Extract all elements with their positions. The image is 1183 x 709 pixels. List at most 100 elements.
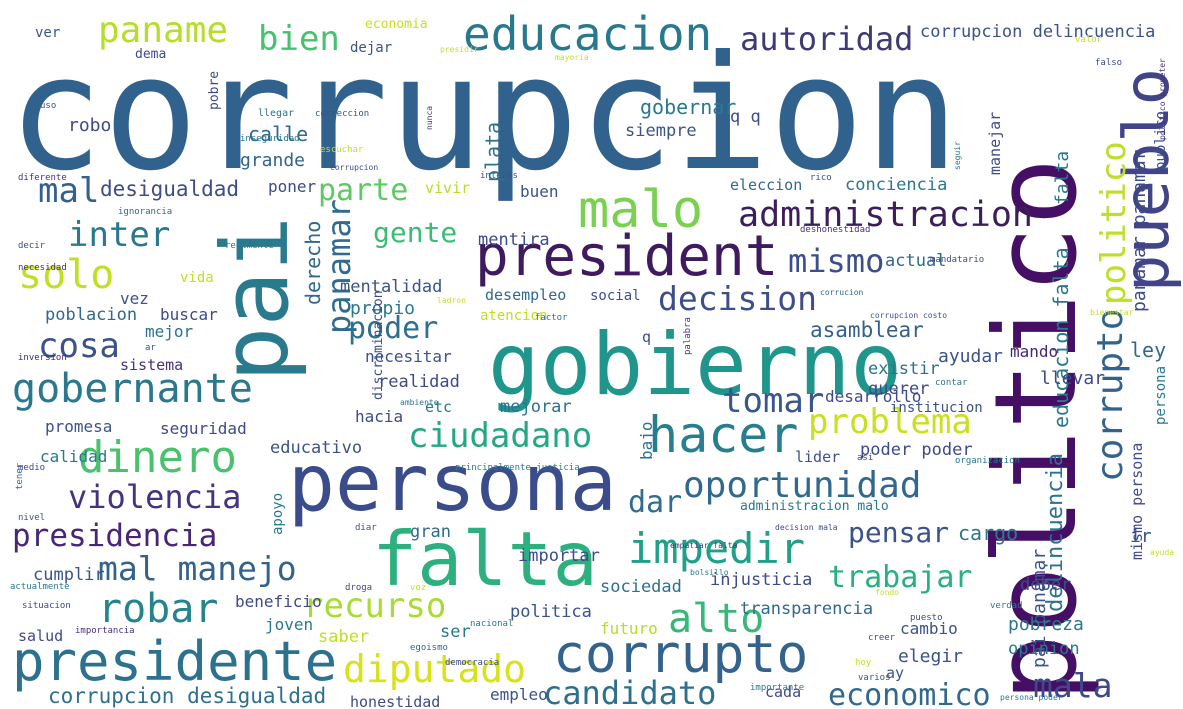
word: seguir [953,141,962,170]
word: violencia [68,478,241,516]
word: vez [120,289,149,308]
word: inseguridad [240,134,300,144]
word: corrupto [553,624,808,685]
word: empleo [490,685,548,704]
word: organizacion [955,456,1020,466]
word: opinion [1008,639,1080,659]
word: presidencia [12,518,217,554]
word: saber [318,627,369,647]
word: necesitar [365,347,452,366]
word: persona [1153,366,1169,425]
word: candidato [543,674,716,709]
word: decir [18,241,46,251]
word: poder [348,311,438,346]
word: hoy [855,658,872,668]
word: principalmente justicia [455,463,580,473]
word: correccion [315,109,369,119]
word: buscar [160,305,218,324]
word: falta [1052,151,1073,205]
word: ladron [437,296,466,305]
word: llevar [1040,368,1105,389]
word: publico [1153,111,1169,170]
word: rico [810,173,832,183]
word: inversion [18,353,67,363]
word: problema [808,402,972,442]
word: dinero [78,432,237,483]
word: parte [318,173,408,208]
word: persona poder [1000,693,1063,702]
word: siempre [625,121,697,141]
word: ir [1130,526,1152,547]
word: dema [135,47,166,62]
word: interes [480,171,518,181]
word: importancia [75,626,135,636]
word: ayuda [1150,548,1174,557]
word: bajo [637,421,656,460]
word: dejar [350,40,392,56]
word: desarrollo [825,387,921,406]
word: calidad [40,447,107,466]
word: discriminacion [371,290,386,400]
word: ver [35,25,60,41]
word: economico [828,678,991,709]
word: lider [795,448,840,466]
word: solo [18,252,114,298]
word: democracia [445,658,499,668]
word: vida [180,270,214,286]
word: pai [202,216,309,382]
word: sociedad [600,577,682,597]
word: nacional [470,619,513,629]
word: deshonestidad [800,225,870,235]
word: existir [868,359,940,379]
word: educacion falta [1049,247,1073,428]
word: paname [98,10,228,51]
word: pobre [207,71,222,110]
word: economia [365,17,428,32]
word: palabra [683,317,693,355]
word: administracion [738,195,1033,235]
word: actual [885,251,946,271]
word: falta [372,515,598,603]
word: bolsillo [690,568,729,577]
word: corrupto [1090,309,1131,482]
word: apoyo [270,493,286,535]
word: diputado [343,647,526,691]
word: importante [750,683,804,693]
word: beneficio [235,592,322,611]
word: poner [268,177,317,196]
word: joven [265,615,313,634]
word: necesidad [18,263,67,273]
word: gobernante [12,366,253,412]
word: trabajar [828,560,973,595]
word: social [590,288,641,304]
word: ser [440,622,471,642]
word: corrupcion [330,163,378,172]
word: ayudar [938,346,1003,367]
word: gobernar [640,95,736,119]
word: president [475,224,778,289]
word: persona [288,439,617,529]
word: propio [350,298,415,319]
word: corrupcion [8,22,959,206]
word: nunca [425,106,434,130]
word: creer [868,633,896,643]
word: contar [935,378,968,388]
word: oportunidad [683,465,921,506]
word: gobierno [488,315,902,415]
word: valor [1075,35,1103,45]
word: politica [510,602,592,622]
word: puesto [910,613,943,623]
word: diferente [18,173,67,183]
word: querer [868,379,929,399]
word: dar [628,485,682,520]
word: plata [481,122,505,182]
word: corrupcion costo [870,311,947,320]
word: eleccion [730,176,802,194]
word: cambio [900,619,958,638]
word: vivir [425,179,470,197]
word: tener [15,462,25,490]
word: ambiente [400,398,439,407]
word: institucion [890,400,983,416]
word: asi [857,453,873,463]
